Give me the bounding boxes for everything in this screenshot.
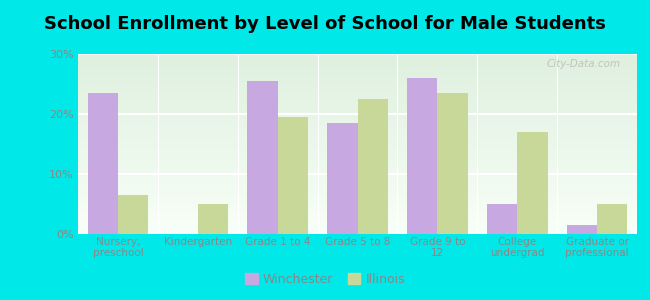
Bar (198, 204, 228, 234)
Bar (247, 81, 278, 234)
Text: School Enrollment by Level of School for Male Students: School Enrollment by Level of School for… (44, 15, 606, 33)
Bar (278, 117, 308, 234)
Bar (567, 225, 597, 234)
Legend: Winchester, Illinois: Winchester, Illinois (240, 268, 410, 291)
Bar (358, 99, 388, 234)
Bar (487, 204, 517, 234)
Bar (517, 132, 547, 234)
Bar (437, 93, 468, 234)
Bar (597, 204, 627, 234)
Bar (327, 123, 358, 234)
Text: City-Data.com: City-Data.com (546, 59, 620, 69)
Bar (118, 195, 148, 234)
Bar (88, 93, 118, 234)
Bar (407, 78, 437, 234)
